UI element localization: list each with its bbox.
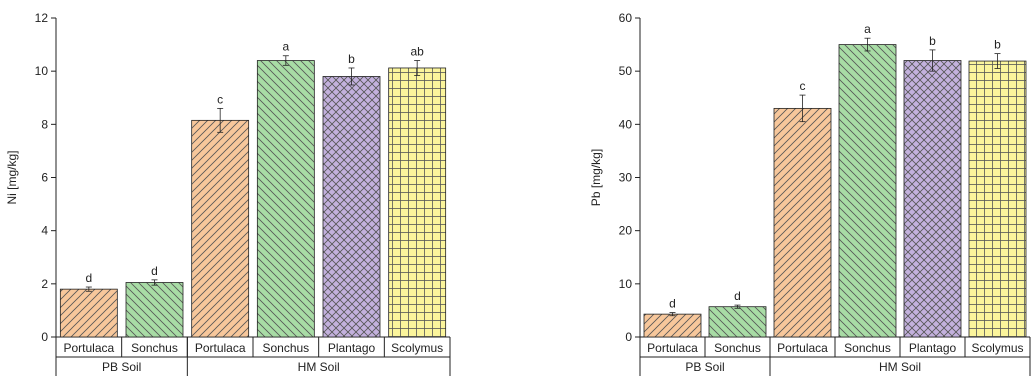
category-label: Scolymus — [391, 341, 443, 355]
y-tick-label: 10 — [619, 277, 633, 291]
significance-letter: c — [217, 92, 223, 106]
category-label: Sonchus — [714, 341, 761, 355]
y-tick-label: 6 — [41, 171, 48, 185]
y-tick-label: 4 — [41, 224, 48, 238]
category-label: Sonchus — [131, 341, 178, 355]
group-label: PB Soil — [102, 360, 141, 374]
group-label: PB Soil — [685, 360, 724, 374]
ni-chart: 0 2 4 6 8 10 12 Ni [mg/kg] PB Soil HM Soil d Portul… — [5, 11, 451, 376]
significance-letter: b — [994, 38, 1001, 52]
significance-letter: a — [282, 40, 289, 54]
bar-portulaca — [773, 107, 832, 338]
category-label: Portulaca — [647, 341, 698, 355]
bar-sonchus — [256, 60, 315, 338]
bar-sonchus — [838, 44, 897, 338]
significance-letter: d — [734, 289, 741, 303]
category-label: Sonchus — [262, 341, 309, 355]
significance-letter: a — [864, 22, 871, 36]
y-tick-label: 60 — [619, 11, 633, 25]
bar-sonchus — [708, 306, 767, 338]
bar-portulaca — [59, 288, 118, 338]
significance-letter: d — [669, 297, 676, 311]
category-label: Portulaca — [63, 341, 114, 355]
category-label: Scolymus — [971, 341, 1023, 355]
group-label: HM Soil — [879, 360, 921, 374]
category-label: Plantago — [909, 341, 957, 355]
significance-letter: d — [85, 271, 92, 285]
bar-portulaca — [643, 313, 702, 338]
bar-scolymus — [968, 60, 1027, 338]
y-axis-title: Pb [mg/kg] — [589, 149, 603, 206]
category-label: Plantago — [328, 341, 376, 355]
bar-portulaca — [191, 119, 250, 338]
significance-letter: c — [800, 79, 806, 93]
y-tick-label: 8 — [41, 117, 48, 131]
group-label: HM Soil — [298, 360, 340, 374]
y-tick-label: 10 — [35, 64, 49, 78]
y-tick-label: 2 — [41, 277, 48, 291]
y-tick-label: 0 — [625, 330, 632, 344]
y-tick-label: 50 — [619, 64, 633, 78]
significance-letter: d — [151, 264, 158, 278]
significance-letter: b — [348, 52, 355, 66]
y-tick-label: 20 — [619, 224, 633, 238]
y-tick-label: 12 — [35, 11, 49, 25]
pb-chart: 0 10 20 30 40 50 60 Pb [mg/kg] PB Soil HM Soil d Po… — [589, 11, 1031, 376]
y-axis-title: Ni [mg/kg] — [5, 150, 19, 204]
category-label: Portulaca — [195, 341, 246, 355]
category-label: Sonchus — [844, 341, 891, 355]
y-tick-label: 30 — [619, 171, 633, 185]
bar-scolymus — [388, 67, 447, 338]
bar-sonchus — [125, 282, 184, 338]
bar-plantago — [322, 76, 381, 338]
category-label: Portulaca — [777, 341, 828, 355]
bar-plantago — [903, 60, 962, 338]
y-tick-label: 40 — [619, 117, 633, 131]
y-tick-label: 0 — [41, 330, 48, 344]
significance-letter: b — [929, 34, 936, 48]
significance-letter: ab — [410, 45, 424, 59]
